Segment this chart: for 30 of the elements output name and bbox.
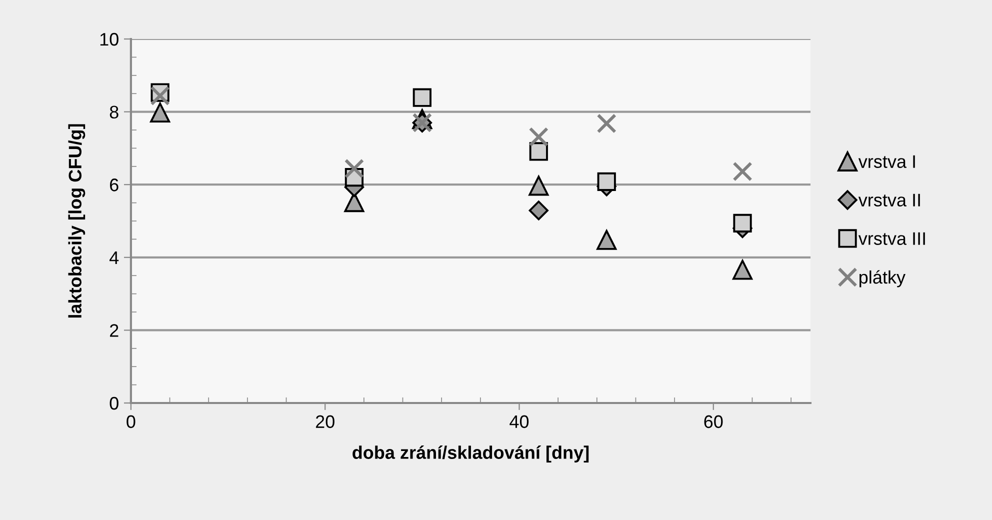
x-axis-title: doba zrání/skladování [dny] <box>352 446 589 463</box>
point <box>344 158 364 178</box>
legend-label: vrstva II <box>858 194 920 206</box>
legend-label: vrstva III <box>858 232 925 245</box>
legend-label: vrstva I <box>858 155 915 168</box>
y-tick-label: 4 <box>110 252 119 264</box>
y-tick-label: 8 <box>110 106 118 119</box>
legend-label: plátky <box>860 270 906 288</box>
point <box>596 114 616 134</box>
x-tick-label: 40 <box>510 415 529 428</box>
point <box>733 214 752 232</box>
y-tick-label: 2 <box>110 324 118 337</box>
point <box>150 86 170 106</box>
point <box>150 102 170 123</box>
x-tick-label: 0 <box>126 415 136 428</box>
point <box>596 230 617 250</box>
y-tick-label: 6 <box>110 178 118 192</box>
y-axis-title: laktobacily [log CFU/g] <box>68 124 86 318</box>
point <box>412 88 432 107</box>
y-tick-label: 0 <box>110 396 118 410</box>
point <box>529 142 548 161</box>
point <box>732 162 752 182</box>
x-tick-label: 60 <box>704 415 723 428</box>
point <box>597 172 616 191</box>
point <box>528 176 549 196</box>
point <box>528 127 549 147</box>
point <box>732 260 753 280</box>
x-tick-label: 20 <box>316 415 334 428</box>
point <box>528 200 548 220</box>
y-tick-label: 10 <box>100 32 118 46</box>
